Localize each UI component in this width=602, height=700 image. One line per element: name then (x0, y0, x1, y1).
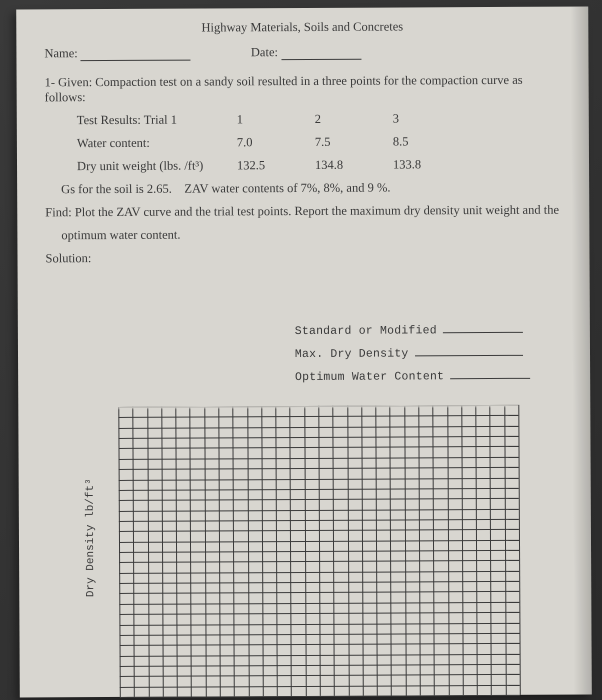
standard-modified-blank[interactable] (443, 322, 523, 333)
date-blank[interactable] (281, 45, 361, 60)
table-header: 2 (315, 112, 393, 127)
table-cell: 134.8 (315, 158, 393, 173)
date-field: Date: (251, 45, 361, 61)
table-header: Test Results: Trial 1 (77, 112, 237, 128)
chart-area: Dry Density lb/ft³ (118, 405, 520, 697)
document-paper: Highway Materials, Soils and Concretes N… (16, 7, 592, 698)
table-row: Test Results: Trial 1 1 2 3 (77, 111, 561, 129)
table-cell: 132.5 (237, 158, 315, 173)
table-cell: Water content: (77, 135, 237, 151)
page-shadow (570, 7, 592, 695)
table-header: 3 (393, 111, 471, 126)
label-row: Standard or Modified (295, 319, 530, 343)
question-number: 1- Given: (45, 75, 93, 89)
label-row: Optimum Water Content (295, 365, 530, 389)
table-cell: Dry unit weight (lbs. /ft³) (77, 158, 237, 174)
optimum-water-label: Optimum Water Content (295, 370, 444, 384)
find-text: Plot the ZAV curve and the trial test po… (75, 203, 559, 220)
table-cell: 133.8 (393, 157, 471, 172)
find-section: Find: Plot the ZAV curve and the trial t… (45, 203, 561, 244)
given-text: Compaction test on a sandy soil resulted… (45, 73, 523, 105)
grid-fade (118, 405, 518, 410)
date-label: Date: (251, 45, 278, 59)
table-header: 1 (237, 112, 315, 127)
table-cell: 7.0 (237, 135, 315, 150)
solution-label: Solution: (45, 249, 561, 267)
table-row: Dry unit weight (lbs. /ft³) 132.5 134.8 … (77, 157, 561, 175)
grid-lines (118, 405, 520, 697)
name-field: Name: (44, 46, 191, 62)
max-density-label: Max. Dry Density (295, 347, 409, 361)
results-table: Test Results: Trial 1 1 2 3 Water conten… (77, 111, 561, 175)
given-section: 1- Given: Compaction test on a sandy soi… (45, 73, 561, 106)
table-cell: 8.5 (393, 134, 471, 149)
gs-line: Gs for the soil is 2.65. ZAV water conte… (45, 180, 561, 198)
max-density-blank[interactable] (414, 345, 522, 357)
grid-paper[interactable] (118, 405, 520, 697)
name-label: Name: (44, 46, 77, 60)
find-label: Find: (45, 205, 71, 219)
name-date-row: Name: Date: (44, 44, 560, 62)
optimum-water-blank[interactable] (450, 368, 530, 379)
standard-modified-label: Standard or Modified (295, 324, 437, 338)
y-axis-label: Dry Density lb/ft³ (85, 478, 98, 597)
name-blank[interactable] (81, 46, 191, 62)
table-row: Water content: 7.0 7.5 8.5 (77, 134, 561, 152)
find-text-2: optimum water content. (45, 226, 561, 244)
label-row: Max. Dry Density (295, 342, 530, 366)
course-title: Highway Materials, Soils and Concretes (44, 19, 560, 37)
table-cell: 7.5 (315, 135, 393, 150)
answer-labels: Standard or Modified Max. Dry Density Op… (295, 319, 530, 389)
